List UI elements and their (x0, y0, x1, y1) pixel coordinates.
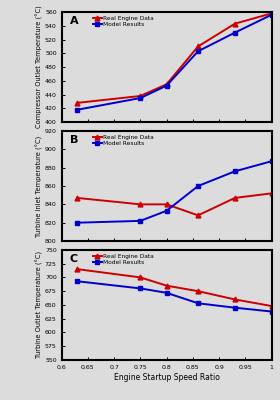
Legend: Real Engine Data, Model Results: Real Engine Data, Model Results (92, 253, 155, 266)
Real Engine Data (76, 100, 79, 105)
Real Engine Data (196, 213, 200, 218)
Model Results (76, 279, 79, 284)
Model Results (196, 49, 200, 54)
Y-axis label: Compressor Outlet Temperature (°C): Compressor Outlet Temperature (°C) (36, 6, 43, 128)
Real Engine Data (196, 44, 200, 49)
Model Results (165, 208, 168, 213)
Real Engine Data (165, 202, 168, 207)
Real Engine Data (233, 297, 237, 302)
Line: Model Results: Model Results (75, 159, 274, 225)
Text: A: A (70, 16, 79, 26)
X-axis label: Engine Startup Speed Ratio: Engine Startup Speed Ratio (114, 373, 220, 382)
Real Engine Data (139, 275, 142, 280)
Real Engine Data (233, 21, 237, 26)
Real Engine Data (270, 11, 273, 16)
Model Results (165, 83, 168, 88)
Model Results (139, 218, 142, 223)
Real Engine Data (270, 304, 273, 308)
Line: Model Results: Model Results (75, 12, 274, 112)
Model Results (270, 12, 273, 17)
Model Results (233, 305, 237, 310)
Model Results (196, 301, 200, 306)
Real Engine Data (139, 94, 142, 98)
Model Results (196, 184, 200, 188)
Model Results (139, 286, 142, 291)
Line: Real Engine Data: Real Engine Data (75, 191, 274, 218)
Real Engine Data (76, 267, 79, 272)
Model Results (165, 290, 168, 295)
Y-axis label: Turbine Inlet Temperature (°C): Turbine Inlet Temperature (°C) (36, 135, 43, 237)
Real Engine Data (196, 289, 200, 294)
Model Results (76, 220, 79, 225)
Model Results (270, 159, 273, 164)
Text: C: C (70, 254, 78, 264)
Text: B: B (70, 135, 78, 145)
Real Engine Data (76, 196, 79, 200)
Real Engine Data (139, 202, 142, 207)
Real Engine Data (270, 191, 273, 196)
Line: Model Results: Model Results (75, 279, 274, 314)
Legend: Real Engine Data, Model Results: Real Engine Data, Model Results (92, 134, 155, 147)
Real Engine Data (233, 196, 237, 200)
Model Results (139, 96, 142, 100)
Y-axis label: Turbine Outlet Temperature (°C): Turbine Outlet Temperature (°C) (36, 251, 43, 358)
Line: Real Engine Data: Real Engine Data (75, 267, 274, 308)
Legend: Real Engine Data, Model Results: Real Engine Data, Model Results (92, 15, 155, 28)
Model Results (233, 30, 237, 35)
Line: Real Engine Data: Real Engine Data (75, 11, 274, 105)
Real Engine Data (165, 283, 168, 288)
Model Results (233, 169, 237, 174)
Model Results (270, 309, 273, 314)
Model Results (76, 107, 79, 112)
Real Engine Data (165, 82, 168, 87)
